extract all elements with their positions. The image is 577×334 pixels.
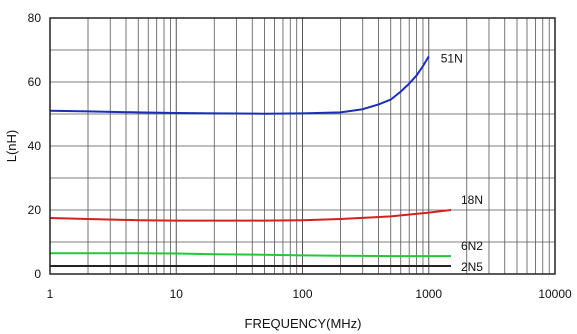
series-label-18n: 18N	[461, 193, 483, 207]
y-tick-label: 0	[34, 267, 41, 281]
tick-labels: 1 10 100 1000 10000 0 20 40 60 80	[28, 11, 572, 301]
grid	[49, 17, 555, 275]
x-tick-label: 10	[170, 287, 184, 301]
series-label-51n: 51N	[441, 51, 463, 65]
x-tick-label: 1000	[415, 287, 442, 301]
x-tick-label: 100	[292, 287, 312, 301]
y-axis-label: L(nH)	[4, 130, 19, 163]
x-tick-label: 1	[47, 287, 54, 301]
series-line-18n	[49, 209, 452, 222]
series-line-6n2	[50, 252, 451, 258]
series-line-51n	[49, 55, 430, 115]
series-label-2n5: 2N5	[461, 260, 483, 274]
y-tick-label: 40	[28, 139, 42, 153]
x-tick-label: 10000	[538, 287, 572, 301]
y-tick-label: 60	[28, 75, 42, 89]
series-lines	[49, 55, 452, 267]
series-labels: 51N 18N 6N2 2N5	[441, 51, 484, 274]
series-label-6n2: 6N2	[461, 239, 483, 253]
y-tick-label: 80	[28, 11, 42, 25]
y-tick-label: 20	[28, 203, 42, 217]
plot-frame	[49, 17, 556, 275]
x-axis-label: FREQUENCY(MHz)	[245, 316, 362, 331]
